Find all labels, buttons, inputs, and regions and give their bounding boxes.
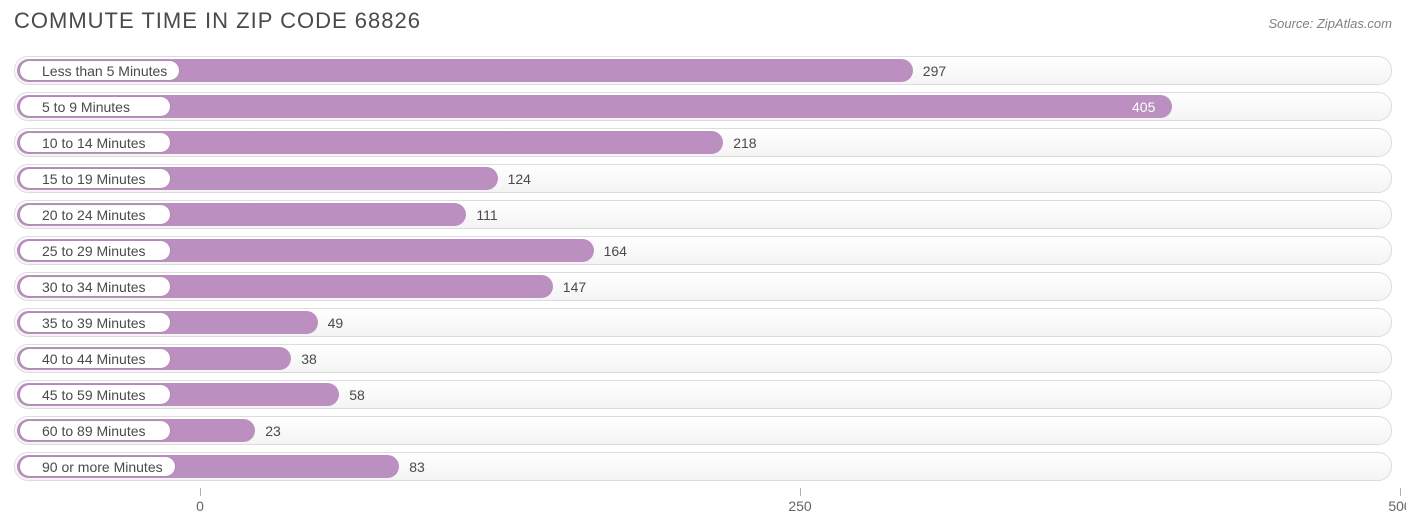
bar-value: 23 — [265, 416, 281, 445]
category-pill: 35 to 39 Minutes — [20, 313, 170, 332]
category-pill: 25 to 29 Minutes — [20, 241, 170, 260]
bar-value: 297 — [923, 56, 946, 85]
category-pill: Less than 5 Minutes — [20, 61, 179, 80]
axis-tick — [1400, 488, 1401, 496]
axis-tick-label: 250 — [788, 498, 811, 514]
source-prefix: Source: — [1268, 16, 1316, 31]
category-pill: 5 to 9 Minutes — [20, 97, 170, 116]
category-label: Less than 5 Minutes — [30, 63, 167, 79]
bar-row: 25 to 29 Minutes 164 — [14, 236, 1392, 265]
category-pill: 60 to 89 Minutes — [20, 421, 170, 440]
category-label: 35 to 39 Minutes — [30, 315, 146, 331]
category-pill: 10 to 14 Minutes — [20, 133, 170, 152]
bar-row: 5 to 9 Minutes 405 — [14, 92, 1392, 121]
bar-value: 49 — [328, 308, 344, 337]
chart-title: COMMUTE TIME IN ZIP CODE 68826 — [14, 8, 421, 34]
category-pill: 15 to 19 Minutes — [20, 169, 170, 188]
x-axis: 0250500 — [14, 488, 1392, 516]
category-label: 5 to 9 Minutes — [30, 99, 130, 115]
source-attribution: Source: ZipAtlas.com — [1268, 16, 1392, 31]
bar-fill — [17, 95, 1172, 118]
category-label: 45 to 59 Minutes — [30, 387, 146, 403]
category-label: 60 to 89 Minutes — [30, 423, 146, 439]
category-label: 25 to 29 Minutes — [30, 243, 146, 259]
bar-value: 405 — [1132, 92, 1155, 121]
bar-row: 10 to 14 Minutes 218 — [14, 128, 1392, 157]
category-label: 15 to 19 Minutes — [30, 171, 146, 187]
bar-value: 83 — [409, 452, 425, 481]
bar-value: 147 — [563, 272, 586, 301]
bar-row: 35 to 39 Minutes 49 — [14, 308, 1392, 337]
bar-value: 124 — [508, 164, 531, 193]
category-pill: 20 to 24 Minutes — [20, 205, 170, 224]
category-label: 40 to 44 Minutes — [30, 351, 146, 367]
source-name: ZipAtlas.com — [1317, 16, 1392, 31]
bar-row: 90 or more Minutes 83 — [14, 452, 1392, 481]
bar-row: Less than 5 Minutes 297 — [14, 56, 1392, 85]
category-pill: 30 to 34 Minutes — [20, 277, 170, 296]
category-label: 90 or more Minutes — [30, 459, 163, 475]
bar-row: 45 to 59 Minutes 58 — [14, 380, 1392, 409]
axis-tick — [800, 488, 801, 496]
category-pill: 45 to 59 Minutes — [20, 385, 170, 404]
bar-value: 111 — [476, 200, 497, 229]
bar-row: 20 to 24 Minutes 111 — [14, 200, 1392, 229]
category-label: 20 to 24 Minutes — [30, 207, 146, 223]
bar-value: 58 — [349, 380, 365, 409]
axis-tick-label: 0 — [196, 498, 204, 514]
header: COMMUTE TIME IN ZIP CODE 68826 Source: Z… — [14, 8, 1392, 34]
axis-tick-label: 500 — [1388, 498, 1406, 514]
bar-row: 15 to 19 Minutes 124 — [14, 164, 1392, 193]
bar-row: 60 to 89 Minutes 23 — [14, 416, 1392, 445]
category-pill: 90 or more Minutes — [20, 457, 175, 476]
category-label: 30 to 34 Minutes — [30, 279, 146, 295]
bar-value: 218 — [733, 128, 756, 157]
bar-chart: Less than 5 Minutes 297 5 to 9 Minutes 405 1… — [14, 56, 1392, 516]
bar-row: 30 to 34 Minutes 147 — [14, 272, 1392, 301]
category-pill: 40 to 44 Minutes — [20, 349, 170, 368]
category-label: 10 to 14 Minutes — [30, 135, 146, 151]
bar-row: 40 to 44 Minutes 38 — [14, 344, 1392, 373]
axis-tick — [200, 488, 201, 496]
bar-value: 164 — [604, 236, 627, 265]
bar-value: 38 — [301, 344, 317, 373]
